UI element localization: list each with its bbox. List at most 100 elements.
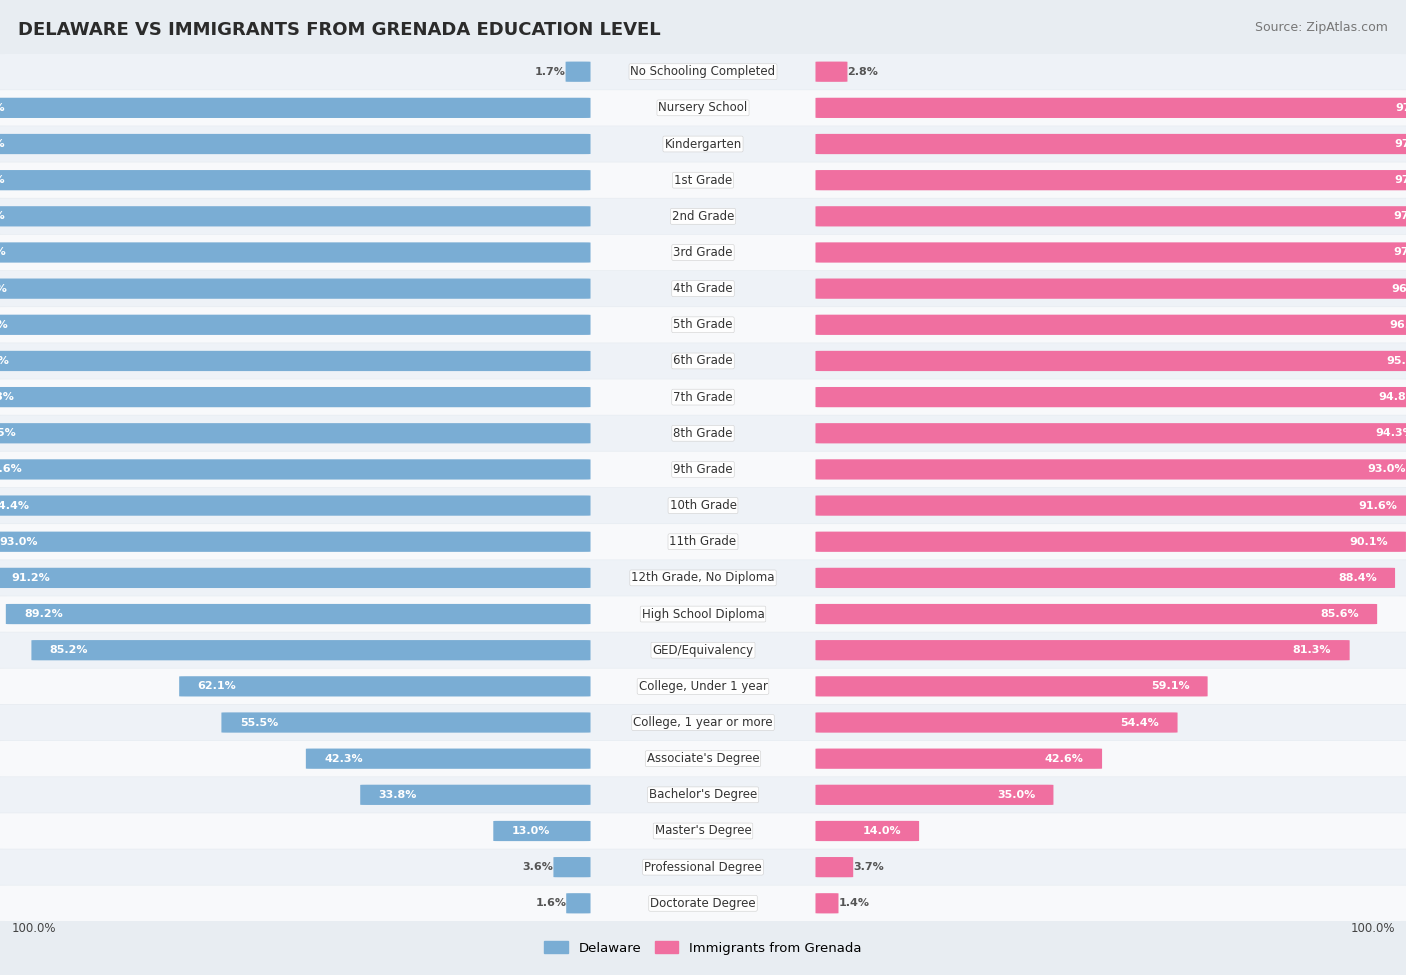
Text: 93.0%: 93.0% <box>0 536 38 547</box>
Text: 97.1%: 97.1% <box>1393 212 1406 221</box>
Text: 97.2%: 97.2% <box>1395 139 1406 149</box>
FancyBboxPatch shape <box>0 813 1406 848</box>
Text: 1st Grade: 1st Grade <box>673 174 733 186</box>
Text: 4th Grade: 4th Grade <box>673 282 733 295</box>
Text: 100.0%: 100.0% <box>11 922 56 935</box>
FancyBboxPatch shape <box>815 531 1406 552</box>
Text: 85.2%: 85.2% <box>49 645 89 655</box>
Text: 93.0%: 93.0% <box>1368 464 1406 475</box>
FancyBboxPatch shape <box>815 677 1208 696</box>
FancyBboxPatch shape <box>0 127 1406 162</box>
FancyBboxPatch shape <box>0 849 1406 885</box>
FancyBboxPatch shape <box>815 459 1406 480</box>
FancyBboxPatch shape <box>815 821 920 841</box>
FancyBboxPatch shape <box>494 821 591 841</box>
FancyBboxPatch shape <box>0 597 1406 632</box>
Text: 59.1%: 59.1% <box>1150 682 1189 691</box>
FancyBboxPatch shape <box>0 567 591 588</box>
FancyBboxPatch shape <box>179 677 591 696</box>
Text: 98.2%: 98.2% <box>0 212 6 221</box>
Text: 62.1%: 62.1% <box>197 682 236 691</box>
FancyBboxPatch shape <box>815 170 1406 190</box>
Text: 97.2%: 97.2% <box>1395 176 1406 185</box>
Text: 90.1%: 90.1% <box>1348 536 1388 547</box>
Text: Master's Degree: Master's Degree <box>655 825 751 838</box>
Text: 3.6%: 3.6% <box>523 862 554 873</box>
FancyBboxPatch shape <box>0 315 591 335</box>
FancyBboxPatch shape <box>815 61 848 82</box>
Text: 13.0%: 13.0% <box>512 826 550 836</box>
FancyBboxPatch shape <box>0 451 1406 488</box>
FancyBboxPatch shape <box>0 54 1406 90</box>
Text: 96.7%: 96.7% <box>1391 284 1406 293</box>
FancyBboxPatch shape <box>815 98 1406 118</box>
FancyBboxPatch shape <box>0 415 1406 451</box>
Text: 1.7%: 1.7% <box>534 66 565 77</box>
Text: 97.0%: 97.0% <box>1393 248 1406 257</box>
FancyBboxPatch shape <box>0 243 591 262</box>
FancyBboxPatch shape <box>0 307 1406 342</box>
Text: 98.1%: 98.1% <box>0 248 6 257</box>
FancyBboxPatch shape <box>0 777 1406 812</box>
Legend: Delaware, Immigrants from Grenada: Delaware, Immigrants from Grenada <box>538 936 868 960</box>
Text: 6th Grade: 6th Grade <box>673 355 733 368</box>
FancyBboxPatch shape <box>0 235 1406 270</box>
Text: Kindergarten: Kindergarten <box>665 137 741 150</box>
FancyBboxPatch shape <box>0 669 1406 704</box>
FancyBboxPatch shape <box>815 279 1406 298</box>
FancyBboxPatch shape <box>815 567 1395 588</box>
FancyBboxPatch shape <box>307 749 591 769</box>
Text: 94.4%: 94.4% <box>0 500 30 511</box>
Text: College, 1 year or more: College, 1 year or more <box>633 716 773 729</box>
FancyBboxPatch shape <box>0 279 591 298</box>
Text: 97.6%: 97.6% <box>0 356 10 366</box>
FancyBboxPatch shape <box>0 495 591 516</box>
Text: 8th Grade: 8th Grade <box>673 427 733 440</box>
Text: Bachelor's Degree: Bachelor's Degree <box>650 789 756 801</box>
FancyBboxPatch shape <box>815 206 1406 226</box>
FancyBboxPatch shape <box>815 893 838 914</box>
Text: High School Diploma: High School Diploma <box>641 607 765 620</box>
FancyBboxPatch shape <box>815 713 1178 732</box>
FancyBboxPatch shape <box>0 170 591 190</box>
Text: 94.3%: 94.3% <box>1376 428 1406 439</box>
FancyBboxPatch shape <box>815 134 1406 154</box>
FancyBboxPatch shape <box>0 423 591 444</box>
Text: 94.8%: 94.8% <box>1379 392 1406 402</box>
FancyBboxPatch shape <box>815 749 1102 769</box>
Text: 42.3%: 42.3% <box>325 754 363 763</box>
FancyBboxPatch shape <box>360 785 591 805</box>
Text: 98.3%: 98.3% <box>0 176 4 185</box>
Text: No Schooling Completed: No Schooling Completed <box>630 65 776 78</box>
Text: 98.3%: 98.3% <box>0 102 4 113</box>
FancyBboxPatch shape <box>0 199 1406 234</box>
Text: DELAWARE VS IMMIGRANTS FROM GRENADA EDUCATION LEVEL: DELAWARE VS IMMIGRANTS FROM GRENADA EDUC… <box>18 21 661 39</box>
Text: Source: ZipAtlas.com: Source: ZipAtlas.com <box>1254 21 1388 34</box>
Text: 11th Grade: 11th Grade <box>669 535 737 548</box>
Text: GED/Equivalency: GED/Equivalency <box>652 644 754 657</box>
Text: 96.8%: 96.8% <box>0 392 14 402</box>
Text: 95.6%: 95.6% <box>0 464 22 475</box>
Text: 2.8%: 2.8% <box>848 66 879 77</box>
Text: Doctorate Degree: Doctorate Degree <box>650 897 756 910</box>
Text: 96.5%: 96.5% <box>0 428 15 439</box>
FancyBboxPatch shape <box>31 640 591 660</box>
Text: 88.4%: 88.4% <box>1339 573 1376 583</box>
Text: 33.8%: 33.8% <box>378 790 418 799</box>
Text: 5th Grade: 5th Grade <box>673 318 733 332</box>
FancyBboxPatch shape <box>815 315 1406 335</box>
Text: 1.6%: 1.6% <box>536 898 567 909</box>
FancyBboxPatch shape <box>221 713 591 732</box>
FancyBboxPatch shape <box>0 98 591 118</box>
FancyBboxPatch shape <box>0 387 591 408</box>
Text: 85.6%: 85.6% <box>1320 609 1358 619</box>
FancyBboxPatch shape <box>0 351 591 371</box>
Text: 100.0%: 100.0% <box>1350 922 1395 935</box>
FancyBboxPatch shape <box>815 785 1053 805</box>
Text: 55.5%: 55.5% <box>239 718 278 727</box>
FancyBboxPatch shape <box>0 705 1406 740</box>
Text: 98.3%: 98.3% <box>0 139 4 149</box>
Text: 97.3%: 97.3% <box>1395 102 1406 113</box>
Text: 91.2%: 91.2% <box>11 573 51 583</box>
FancyBboxPatch shape <box>0 633 1406 668</box>
